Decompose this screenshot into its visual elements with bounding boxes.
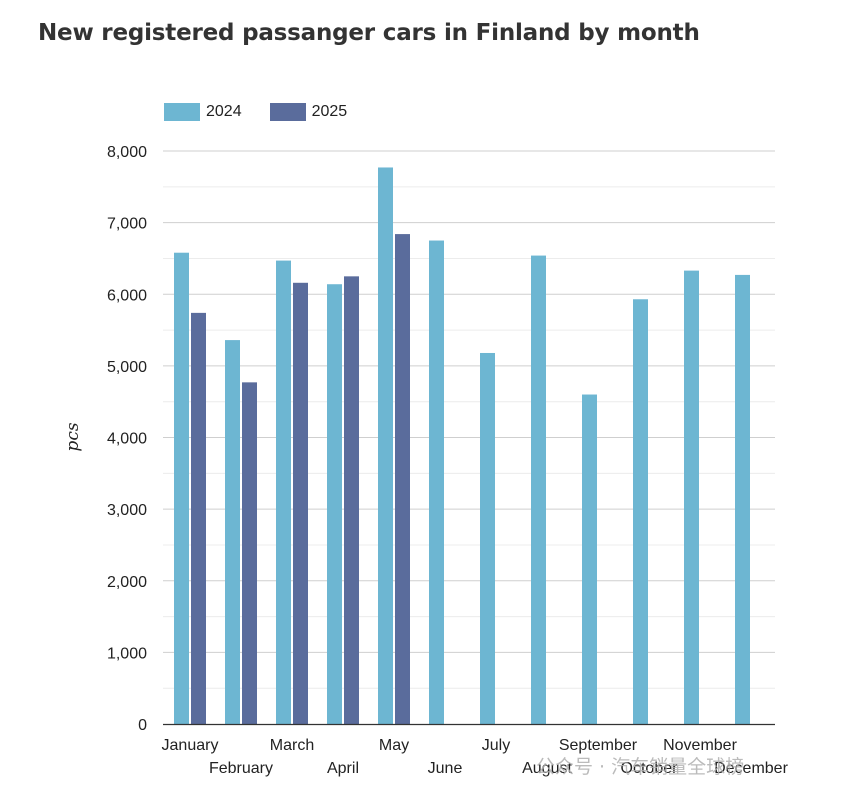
- bar-2024-may: [378, 167, 393, 724]
- y-tick-label: 3,000: [107, 502, 147, 519]
- bar-2024-february: [225, 340, 240, 724]
- bar-2024-september: [582, 394, 597, 724]
- bar-2024-july: [480, 352, 495, 724]
- y-tick-label: 1,000: [107, 645, 147, 662]
- bar-2024-december: [735, 274, 750, 724]
- legend-label-2025: 2025: [311, 103, 348, 120]
- x-tick-label-june: June: [428, 760, 463, 777]
- x-tick-label-may: May: [379, 737, 409, 754]
- legend-label-2024: 2024: [206, 103, 242, 120]
- y-tick-label: 0: [138, 717, 147, 734]
- chart-legend: 2024 2025: [164, 103, 375, 121]
- bar-2024-march: [276, 260, 291, 724]
- bar-2025-february: [242, 382, 257, 724]
- x-tick-label-august: August: [522, 760, 572, 777]
- bar-2024-april: [327, 284, 342, 724]
- bar-2025-april: [344, 276, 359, 724]
- bar-2024-november: [684, 270, 699, 724]
- bar-2025-march: [293, 282, 308, 724]
- bar-2025-may: [395, 234, 410, 724]
- y-tick-label: 5,000: [107, 359, 147, 376]
- legend-swatch-2024: [164, 103, 200, 121]
- x-tick-label-april: April: [327, 760, 359, 777]
- x-tick-label-november: November: [663, 737, 737, 754]
- x-tick-label-december: December: [714, 760, 788, 777]
- bar-2025-january: [191, 312, 206, 724]
- y-tick-label: 6,000: [107, 287, 147, 304]
- legend-item-2025[interactable]: 2025: [269, 103, 348, 121]
- bars: [174, 167, 750, 724]
- x-tick-label-september: September: [559, 737, 638, 754]
- x-tick-label-october: October: [621, 760, 679, 777]
- y-axis-label: pcs: [63, 422, 83, 451]
- axes: 0 1,000 2,000 3,000 4,000 5,000 6,000 7,000 8,00…: [107, 144, 789, 777]
- y-tick-label: 4,000: [107, 431, 147, 448]
- x-tick-label-february: February: [209, 760, 273, 777]
- y-tick-label: 8,000: [107, 144, 147, 161]
- legend-swatch-2025: [269, 103, 306, 121]
- watermark: 公众号 · 汽车销量全球榜: [536, 756, 745, 778]
- bar-2024-august: [531, 255, 546, 724]
- bar-2024-january: [174, 252, 189, 724]
- chart-title: New registered passanger cars in Finland…: [38, 20, 700, 46]
- bar-2024-october: [633, 299, 648, 724]
- grid-lines: [163, 150, 775, 689]
- y-tick-label: 7,000: [107, 216, 147, 233]
- bar-2024-june: [429, 240, 444, 724]
- x-tick-label-january: January: [162, 737, 219, 754]
- y-tick-label: 2,000: [107, 574, 147, 591]
- x-tick-label-march: March: [270, 737, 314, 754]
- legend-item-2024[interactable]: 2024: [164, 103, 242, 121]
- x-tick-label-july: July: [482, 737, 510, 754]
